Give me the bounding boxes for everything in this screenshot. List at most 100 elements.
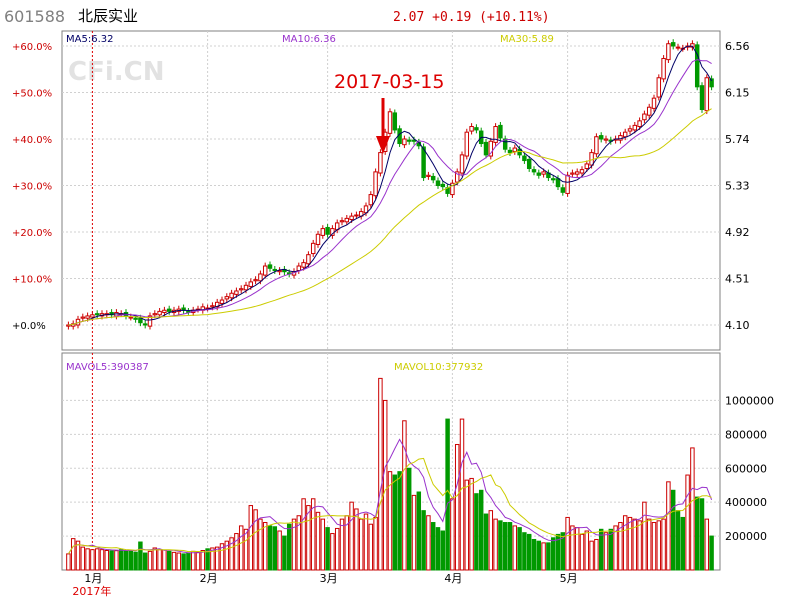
candle-body [128,316,134,319]
volume-bar [157,549,162,571]
candle-body [603,138,609,141]
month-tick-label: 3月 [320,572,338,585]
volume-bar [200,550,206,571]
watermark-text: CFi.CN [68,57,164,87]
candle-body [262,265,268,276]
annotation-arrow-head [376,136,390,154]
ma5-line [68,45,713,326]
volume-bar [147,550,153,571]
candle-body [368,194,374,206]
pct-tick-label: +20.0% [12,228,52,239]
stock-name: 北辰实业 [78,7,138,25]
candle-body [133,317,138,320]
volume-bar [205,548,210,571]
volume-bar [330,533,335,571]
candle-body [354,214,359,217]
volume-bar [214,546,220,571]
volume-bar [286,523,292,571]
candle-body [483,141,489,156]
candle-body [277,270,282,273]
candle-body [85,315,90,319]
volume-bar [498,520,503,571]
volume-bar [661,518,666,571]
volume-bar [603,532,609,571]
candle-body [627,128,633,132]
volume-bar [589,540,594,571]
pct-tick-label: +40.0% [12,135,52,146]
volume-bar [642,501,647,571]
volume-bar [325,527,330,571]
month-tick-label: 5月 [560,572,578,585]
volume-bar [651,522,657,571]
volume-bar [387,471,393,571]
volume-bar [320,518,326,571]
volume-bar [118,549,124,571]
candle-body [507,149,513,154]
volume-bar [680,516,686,571]
candle-body [661,57,666,80]
volume-bar [454,444,460,571]
volume-bar [296,515,302,571]
volume-bar [397,471,402,571]
volume-bar [238,525,244,571]
candle-body [555,178,561,188]
candle-body [94,313,100,316]
volume-bar [618,522,623,571]
volume-bar [704,518,710,571]
candle-body [584,163,590,169]
volume-bar [570,525,575,571]
volume-bar [152,547,158,571]
volume-bar [243,528,249,571]
candle-body [392,112,398,131]
candle-body [80,316,86,319]
pct-tick-label: +0.0% [12,321,46,332]
candle-body [267,264,273,269]
volume-bar [478,489,484,571]
volume-bar [291,518,297,571]
price-tick-label: 4.92 [725,226,750,239]
candle-body [512,147,518,152]
candle-body [426,174,431,177]
candle-body [450,182,455,196]
volume-bar [579,533,585,571]
volume-bar [584,530,590,571]
candle-body [253,279,258,282]
volume-bar [406,467,412,571]
volume-bar [594,538,599,571]
volume-bar [80,546,86,571]
volume-bar [646,518,652,571]
volume-bar [392,474,398,571]
candle-body [570,172,575,175]
volume-bar [402,420,407,571]
candle-body [162,309,167,314]
volume-bar [550,537,556,571]
volume-bar [440,530,446,571]
volume-bar [94,548,100,571]
volume-bar [277,530,282,571]
candle-body [579,169,585,174]
volume-bar [459,418,465,571]
volume-bar [128,549,134,571]
price-panel-frame [61,30,721,351]
vol-ma10-line [67,457,712,555]
volume-bar [114,550,119,571]
candle-body [344,217,350,223]
candle-body [666,43,671,61]
volume-bar [142,552,148,571]
month-tick-label: 2月 [200,572,218,585]
volume-bar [258,518,263,571]
volume-bar [109,550,114,571]
vol-ma5-line [67,438,713,555]
candle-body [66,324,71,327]
volume-bar [627,516,633,571]
volume-bar [171,551,177,571]
volume-bar [512,525,518,571]
candle-body [704,77,710,112]
candle-body [469,126,474,132]
volume-bar [502,522,508,571]
month-tick-label: 4月 [444,572,462,585]
ma-legend-ma30: MA30:5.89 [500,34,554,45]
candle-body [522,155,527,162]
candle-body [219,299,225,304]
volume-bar [315,511,321,571]
